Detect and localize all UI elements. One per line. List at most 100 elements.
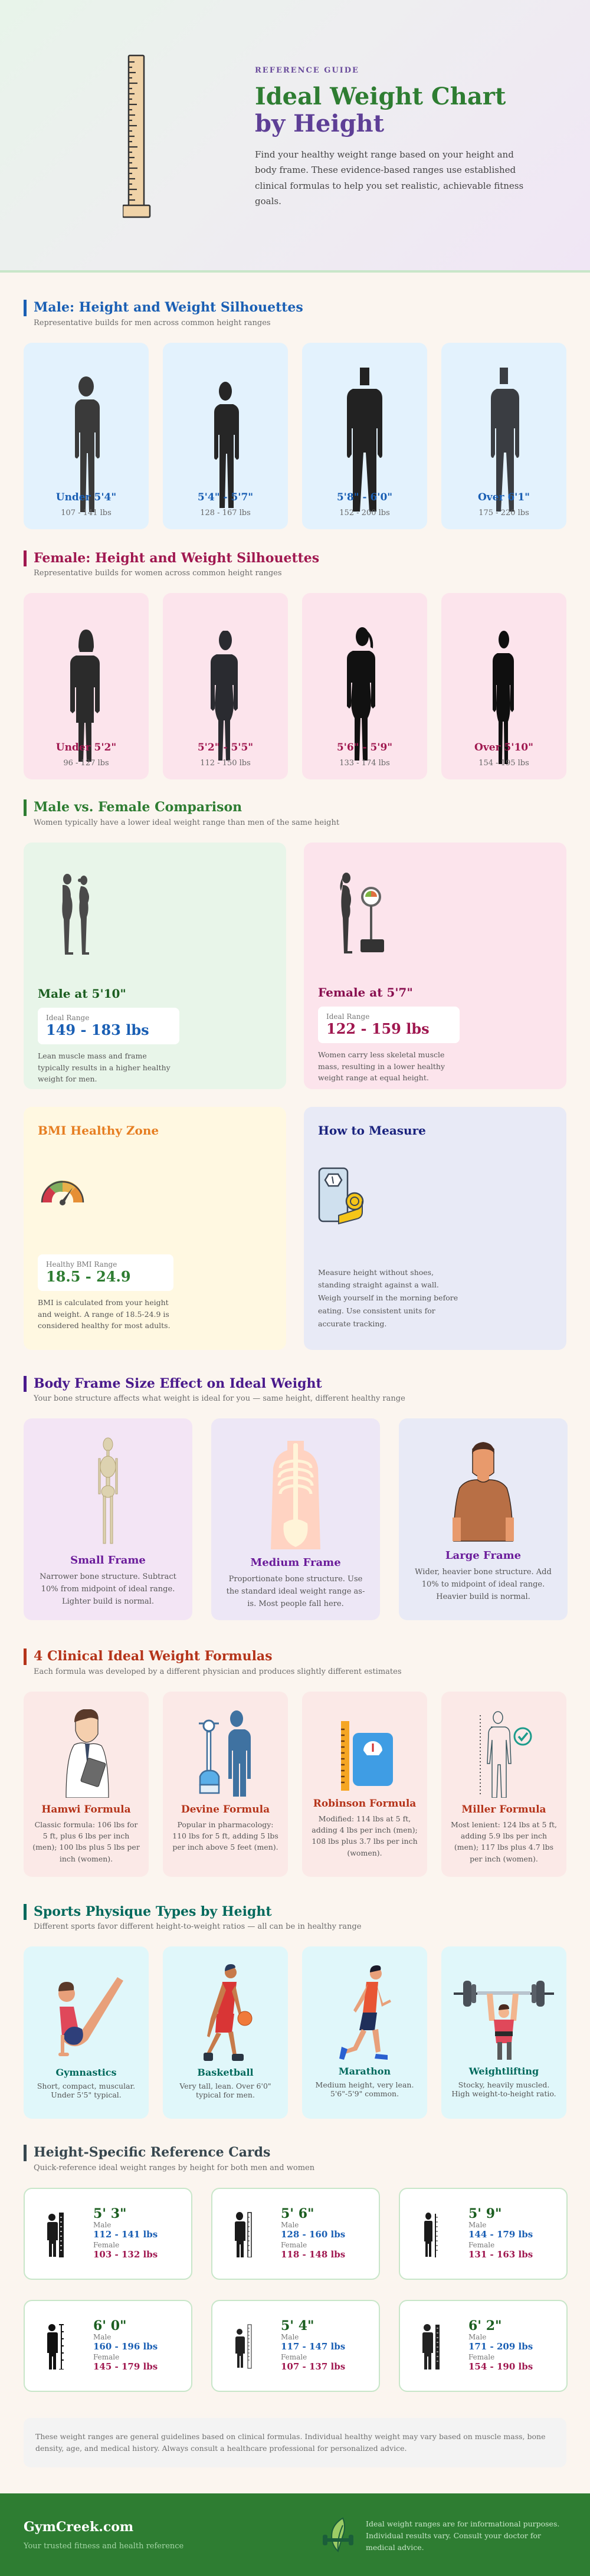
card-description: Stocky, heavily muscled. High weight-to-… <box>451 2080 556 2098</box>
card-description: Most lenient: 124 lbs at 5 ft, adding 5.… <box>450 1820 558 1863</box>
ruler-scale-icon <box>341 1720 393 1791</box>
male-label: Male <box>93 2220 112 2229</box>
frame-size-section: Body Frame Size Effect on Ideal Weight Y… <box>0 1350 590 1620</box>
female-silhouette-icon <box>211 631 238 761</box>
skeleton-icon <box>98 1437 118 1544</box>
basketball-card: Basketball Very tall, lean. Over 6'0" ty… <box>163 1946 288 2119</box>
card-description: Lean muscle mass and frame typically res… <box>38 1051 171 1084</box>
card-description: Popular in pharmacology: 110 lbs for 5 f… <box>172 1820 278 1852</box>
person-height-ruler-icon <box>47 2323 64 2369</box>
title-line-2: by Height <box>255 110 385 137</box>
doctor-icon <box>65 1708 109 1798</box>
section-subtitle: Different sports favor different height-… <box>34 1922 362 1931</box>
hero: REFERENCE GUIDE Ideal Weight Chart by He… <box>0 0 590 273</box>
disclaimer: These weight ranges are general guidelin… <box>24 2417 566 2467</box>
card-title: Female at 5'7" <box>318 985 413 999</box>
female-silhouette-icon <box>70 630 100 762</box>
male-silhouette-icon <box>75 376 100 512</box>
small-frame-card: Small Frame Narrower bone structure. Sub… <box>24 1418 192 1620</box>
height-range: 5'4" - 5'7" <box>197 491 254 503</box>
reference-card-5-3: 5' 3" Male 112 - 141 lbs Female 103 - 13… <box>24 2187 192 2280</box>
height-range: Over 6'1" <box>477 491 530 503</box>
gymnastics-card: Gymnastics Short, compact, muscular. Und… <box>24 1946 149 2119</box>
male-range: 144 - 179 lbs <box>468 2229 533 2240</box>
card-title: Male at 5'10" <box>38 986 126 1001</box>
card-title: Medium Frame <box>250 1556 341 1569</box>
section-header: 4 Clinical Ideal Weight Formulas <box>24 1648 566 1665</box>
reference-card-6-2: 6' 2" Male 171 - 209 lbs Female 154 - 19… <box>399 2299 568 2392</box>
ruler-icon <box>122 54 168 222</box>
leaf-dumbbell-icon <box>323 2517 353 2552</box>
reference-card-6-0: 6' 0" Male 160 - 196 lbs Female 145 - 17… <box>24 2299 192 2392</box>
robinson-formula-card: Robinson Formula Modified: 114 lbs at 5 … <box>302 1691 427 1877</box>
weight-range: 133 - 174 lbs <box>339 759 390 768</box>
male-card-1: Under 5'4" 107 - 141 lbs <box>24 342 149 529</box>
woman-on-scale-icon <box>340 872 384 953</box>
weight-range: 154 - 195 lbs <box>478 759 529 768</box>
section-subtitle: Representative builds for women across c… <box>34 569 282 578</box>
section-subtitle: Your bone structure affects what weight … <box>34 1394 405 1403</box>
male-label: Male <box>93 2332 112 2341</box>
section-header: Height-Specific Reference Cards <box>24 2145 566 2161</box>
section-subtitle: Representative builds for men across com… <box>34 318 271 327</box>
range-value: 122 - 159 lbs <box>326 1020 430 1037</box>
section-subtitle: Each formula was developed by a differen… <box>34 1667 402 1676</box>
marathon-card: Marathon Medium height, very lean. 5'6"-… <box>302 1946 427 2119</box>
card-title: Hamwi Formula <box>41 1803 131 1815</box>
section-title: Male vs. Female Comparison <box>34 799 242 815</box>
height-range: Under 5'2" <box>55 742 117 753</box>
height-range: 5'2" - 5'5" <box>197 742 254 753</box>
card-title: Gymnastics <box>55 2067 117 2078</box>
broad-man-icon <box>453 1442 514 1542</box>
card-description: Narrower bone structure. Subtract 10% fr… <box>40 1572 176 1606</box>
weight-range: 152 - 200 lbs <box>339 508 390 517</box>
male-range: 112 - 141 lbs <box>93 2229 158 2240</box>
height-value: 5' 6" <box>281 2205 314 2221</box>
hero-eyebrow: REFERENCE GUIDE <box>255 66 359 75</box>
range-label: Ideal Range <box>46 1013 90 1022</box>
male-range: 117 - 147 lbs <box>281 2341 346 2352</box>
section-title: Sports Physique Types by Height <box>34 1903 272 1919</box>
female-silhouette-icon <box>493 631 514 764</box>
female-silhouette-icon <box>347 627 375 761</box>
section-title: 4 Clinical Ideal Weight Formulas <box>34 1648 273 1664</box>
section-subtitle: Women typically have a lower ideal weigh… <box>34 818 340 827</box>
female-card-4: Over 5'10" 154 - 195 lbs <box>441 593 566 779</box>
person-height-ruler-icon <box>424 2212 438 2257</box>
height-value: 6' 0" <box>93 2318 127 2334</box>
person-height-ruler-icon <box>422 2323 440 2369</box>
card-description: Very tall, lean. Over 6'0" typical for m… <box>179 2082 271 2099</box>
height-value: 5' 4" <box>281 2318 314 2334</box>
female-range: 118 - 148 lbs <box>281 2249 346 2260</box>
male-card-3: 5'8" - 6'0" 152 - 200 lbs <box>302 342 427 529</box>
footer-note: Ideal weight ranges are for informationa… <box>366 2519 560 2552</box>
range-label: Healthy BMI Range <box>46 1260 117 1269</box>
female-label: Female <box>93 2352 120 2361</box>
card-description: BMI is calculated from your height and w… <box>38 1298 171 1330</box>
female-range: 107 - 137 lbs <box>281 2361 346 2372</box>
footer: GymCreek.com Your trusted fitness and he… <box>0 2493 590 2576</box>
bmi-gauge-icon <box>41 1180 84 1205</box>
male-label: Male <box>468 2332 487 2341</box>
card-title: Small Frame <box>70 1554 146 1566</box>
male-card-4: Over 6'1" 175 - 220 lbs <box>441 342 566 529</box>
footer-brand-link[interactable]: GymCreek.com <box>24 2519 134 2535</box>
female-card-2: 5'2" - 5'5" 112 - 150 lbs <box>163 593 288 779</box>
body-check-icon <box>480 1710 532 1798</box>
reference-card-5-4: 5' 4" Male 117 - 147 lbs Female 107 - 13… <box>211 2299 380 2392</box>
height-value: 5' 3" <box>93 2205 127 2221</box>
height-range: Over 5'10" <box>474 742 533 753</box>
male-card-2: 5'4" - 5'7" 128 - 167 lbs <box>163 342 288 529</box>
card-title: Weightlifting <box>468 2066 539 2077</box>
weight-range: 112 - 150 lbs <box>200 759 251 768</box>
section-header: Male vs. Female Comparison <box>24 799 566 816</box>
weight-range: 107 - 141 lbs <box>61 508 112 517</box>
height-range: 5'8" - 6'0" <box>336 491 393 503</box>
scale-person-icon <box>199 1710 251 1797</box>
male-label: Male <box>468 2220 487 2229</box>
range-value: 149 - 183 lbs <box>46 1021 149 1038</box>
weight-range: 96 - 127 lbs <box>63 759 109 768</box>
female-label: Female <box>468 2240 495 2249</box>
female-card-1: Under 5'2" 96 - 127 lbs <box>24 593 149 779</box>
card-title: How to Measure <box>318 1123 426 1138</box>
